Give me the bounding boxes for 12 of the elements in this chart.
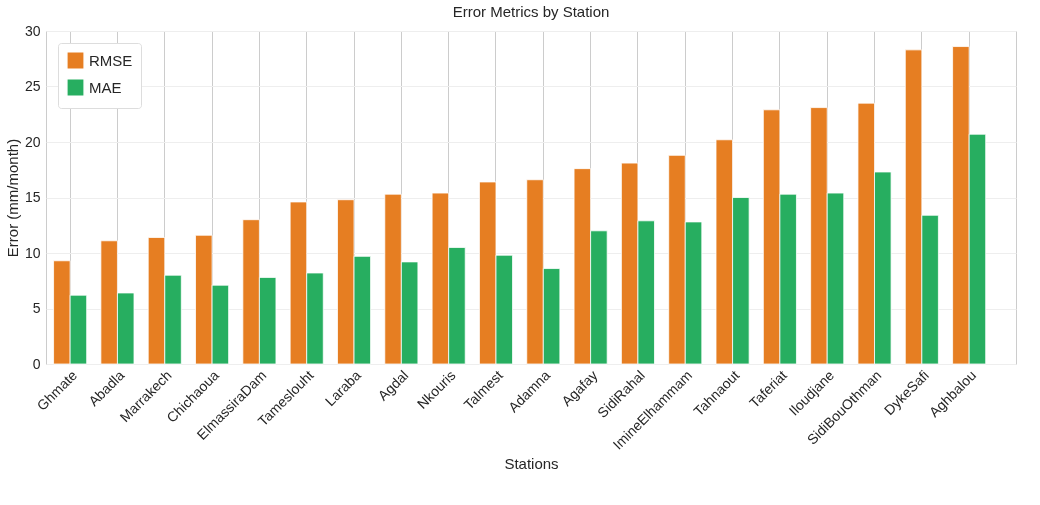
y-tick-label: 30 — [24, 22, 41, 39]
y-tick-label: 20 — [24, 133, 41, 150]
y-tick-label: 0 — [32, 355, 41, 372]
x-axis-title: Stations — [504, 454, 559, 472]
y-axis-title: Error (mm/month) — [3, 138, 21, 258]
chart-title: Error Metrics by Station — [452, 3, 610, 20]
y-tick-label: 10 — [24, 244, 41, 261]
y-tick-label: 25 — [24, 78, 41, 94]
y-tick-label: 15 — [24, 189, 41, 205]
y-tick-label: 5 — [32, 300, 41, 316]
legend-label: MAE — [89, 78, 122, 96]
legend-label: RMSE — [89, 51, 133, 69]
